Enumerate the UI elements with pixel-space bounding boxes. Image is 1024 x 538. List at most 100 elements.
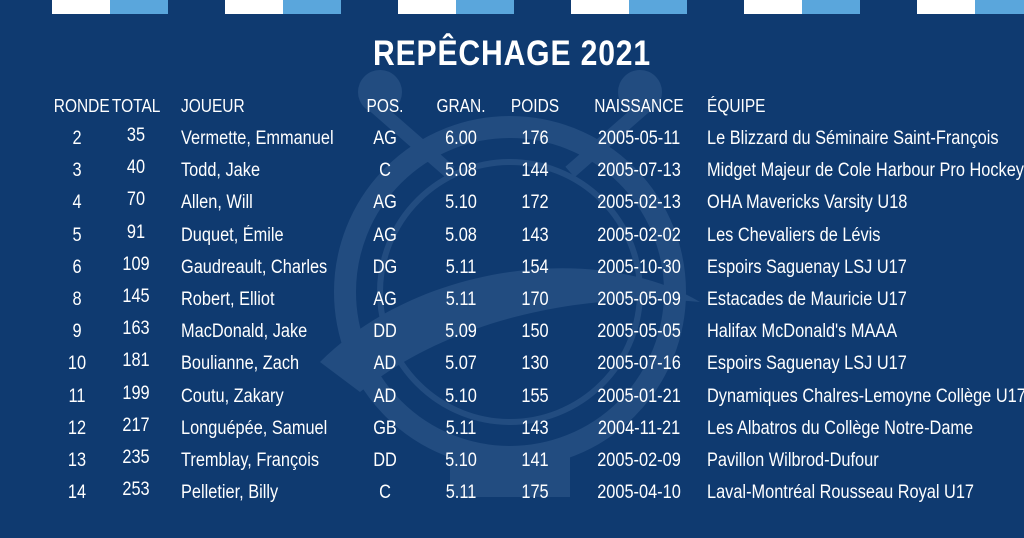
cell-naissance: 2005-10-30 [597, 256, 681, 278]
team-logo-watermark-icon [320, 70, 700, 497]
cell-gran: 6.00 [445, 128, 477, 149]
cell-joueur: Longuépée, Samuel [181, 417, 328, 439]
cell-equipe: OHA Mavericks Varsity U18 [707, 192, 908, 214]
cell-joueur: Vermette, Emmanuel [181, 128, 334, 149]
cell-ronde: 6 [72, 256, 82, 278]
stripe-segment [571, 0, 687, 14]
cell-gran: 5.10 [445, 450, 477, 471]
cell-equipe: Estacades de Mauricie U17 [707, 289, 907, 310]
cell-pos: AG [373, 128, 397, 149]
cell-joueur: Todd, Jake [181, 160, 261, 182]
cell-total: 70 [126, 189, 146, 211]
cell-total: 91 [126, 221, 146, 243]
cell-equipe: Halifax McDonald's MAAA [707, 321, 898, 343]
cell-poids: 175 [521, 482, 549, 504]
cell-naissance: 2005-07-16 [597, 353, 681, 375]
cell-equipe: Midget Majeur de Cole Harbour Pro Hockey [707, 160, 1024, 182]
cell-joueur: Tremblay, François [181, 450, 320, 471]
cell-total: 181 [122, 350, 150, 372]
cell-naissance: 2005-04-10 [597, 482, 681, 504]
cell-naissance: 2005-02-09 [597, 450, 681, 471]
stripe-segment [52, 0, 168, 14]
header-joueur: JOUEUR [181, 96, 245, 116]
cell-ronde: 12 [67, 417, 87, 439]
header-pos: POS. [366, 96, 404, 116]
cell-poids: 143 [521, 417, 549, 439]
stripe-segment [744, 0, 860, 14]
cell-pos: DG [372, 256, 398, 278]
cell-pos: GB [373, 417, 397, 439]
cell-gran: 5.08 [445, 224, 477, 246]
cell-joueur: Gaudreault, Charles [181, 256, 328, 278]
header-gran: GRAN. [436, 96, 486, 116]
cell-total: 35 [126, 125, 146, 146]
cell-pos: DD [373, 450, 397, 471]
header-equipe: ÉQUIPE [707, 96, 766, 116]
cell-gran: 5.11 [445, 417, 477, 439]
cell-equipe: Laval-Montréal Rousseau Royal U17 [707, 482, 975, 504]
page-title: REPÊCHAGE 2021 [372, 34, 652, 73]
cell-ronde: 4 [72, 192, 82, 214]
cell-naissance: 2004-11-21 [597, 417, 681, 439]
cell-equipe: Dynamiques Chalres-Lemoyne Collège U17 [707, 385, 1024, 407]
header-poids: POIDS [510, 96, 560, 116]
cell-pos: AG [373, 224, 397, 246]
cell-pos: AG [373, 289, 397, 310]
cell-ronde: 5 [72, 224, 82, 246]
cell-total: 40 [126, 157, 146, 179]
cell-ronde: 9 [72, 321, 82, 343]
cell-poids: 176 [521, 128, 549, 149]
cell-pos: AG [373, 192, 397, 214]
cell-poids: 130 [521, 353, 549, 375]
cell-ronde: 13 [67, 450, 87, 471]
cell-joueur: Robert, Elliot [181, 289, 275, 310]
cell-poids: 144 [521, 160, 549, 182]
cell-pos: AD [373, 385, 397, 407]
cell-gran: 5.10 [445, 192, 477, 214]
cell-poids: 172 [521, 192, 549, 214]
cell-joueur: Allen, Will [181, 192, 253, 214]
cell-equipe: Les Chevaliers de Lévis [707, 224, 881, 246]
cell-total: 145 [122, 286, 150, 307]
cell-poids: 155 [521, 385, 549, 407]
cell-ronde: 11 [68, 385, 86, 407]
cell-gran: 5.09 [445, 321, 477, 343]
cell-ronde: 2 [72, 128, 82, 149]
cell-naissance: 2005-05-11 [597, 128, 681, 149]
cell-equipe: Espoirs Saguenay LSJ U17 [707, 353, 907, 375]
stripe-segment [398, 0, 514, 14]
cell-poids: 143 [521, 224, 549, 246]
cell-gran: 5.08 [445, 160, 477, 182]
cell-joueur: Coutu, Zakary [181, 385, 284, 407]
cell-gran: 5.07 [445, 353, 477, 375]
cell-joueur: Pelletier, Billy [181, 482, 279, 504]
cell-total: 235 [122, 447, 150, 468]
cell-joueur: Duquet, Émile [181, 224, 284, 246]
cell-naissance: 2005-02-02 [597, 224, 681, 246]
cell-gran: 5.11 [445, 256, 477, 278]
cell-ronde: 10 [67, 353, 87, 375]
cell-joueur: Boulianne, Zach [181, 353, 300, 375]
cell-poids: 154 [521, 256, 549, 278]
cell-equipe: Le Blizzard du Séminaire Saint-François [707, 128, 999, 149]
header-total: TOTAL [111, 96, 161, 116]
cell-naissance: 2005-02-13 [597, 192, 681, 214]
cell-naissance: 2005-01-21 [597, 385, 681, 407]
cell-pos: AD [373, 353, 397, 375]
cell-poids: 141 [521, 450, 549, 471]
cell-total: 163 [122, 318, 150, 340]
cell-naissance: 2005-05-09 [597, 289, 681, 310]
top-stripe-band [0, 0, 1024, 14]
cell-naissance: 2005-07-13 [597, 160, 681, 182]
cell-equipe: Pavillon Wilbrod-Dufour [707, 450, 879, 471]
cell-poids: 170 [521, 289, 549, 310]
cell-equipe: Espoirs Saguenay LSJ U17 [707, 256, 907, 278]
cell-naissance: 2005-05-05 [597, 321, 681, 343]
header-ronde: RONDE [53, 96, 110, 116]
cell-poids: 150 [521, 321, 549, 343]
header-naissance: NAISSANCE [594, 96, 684, 116]
cell-ronde: 14 [67, 482, 87, 504]
cell-total: 217 [122, 414, 150, 436]
cell-gran: 5.11 [445, 482, 477, 504]
